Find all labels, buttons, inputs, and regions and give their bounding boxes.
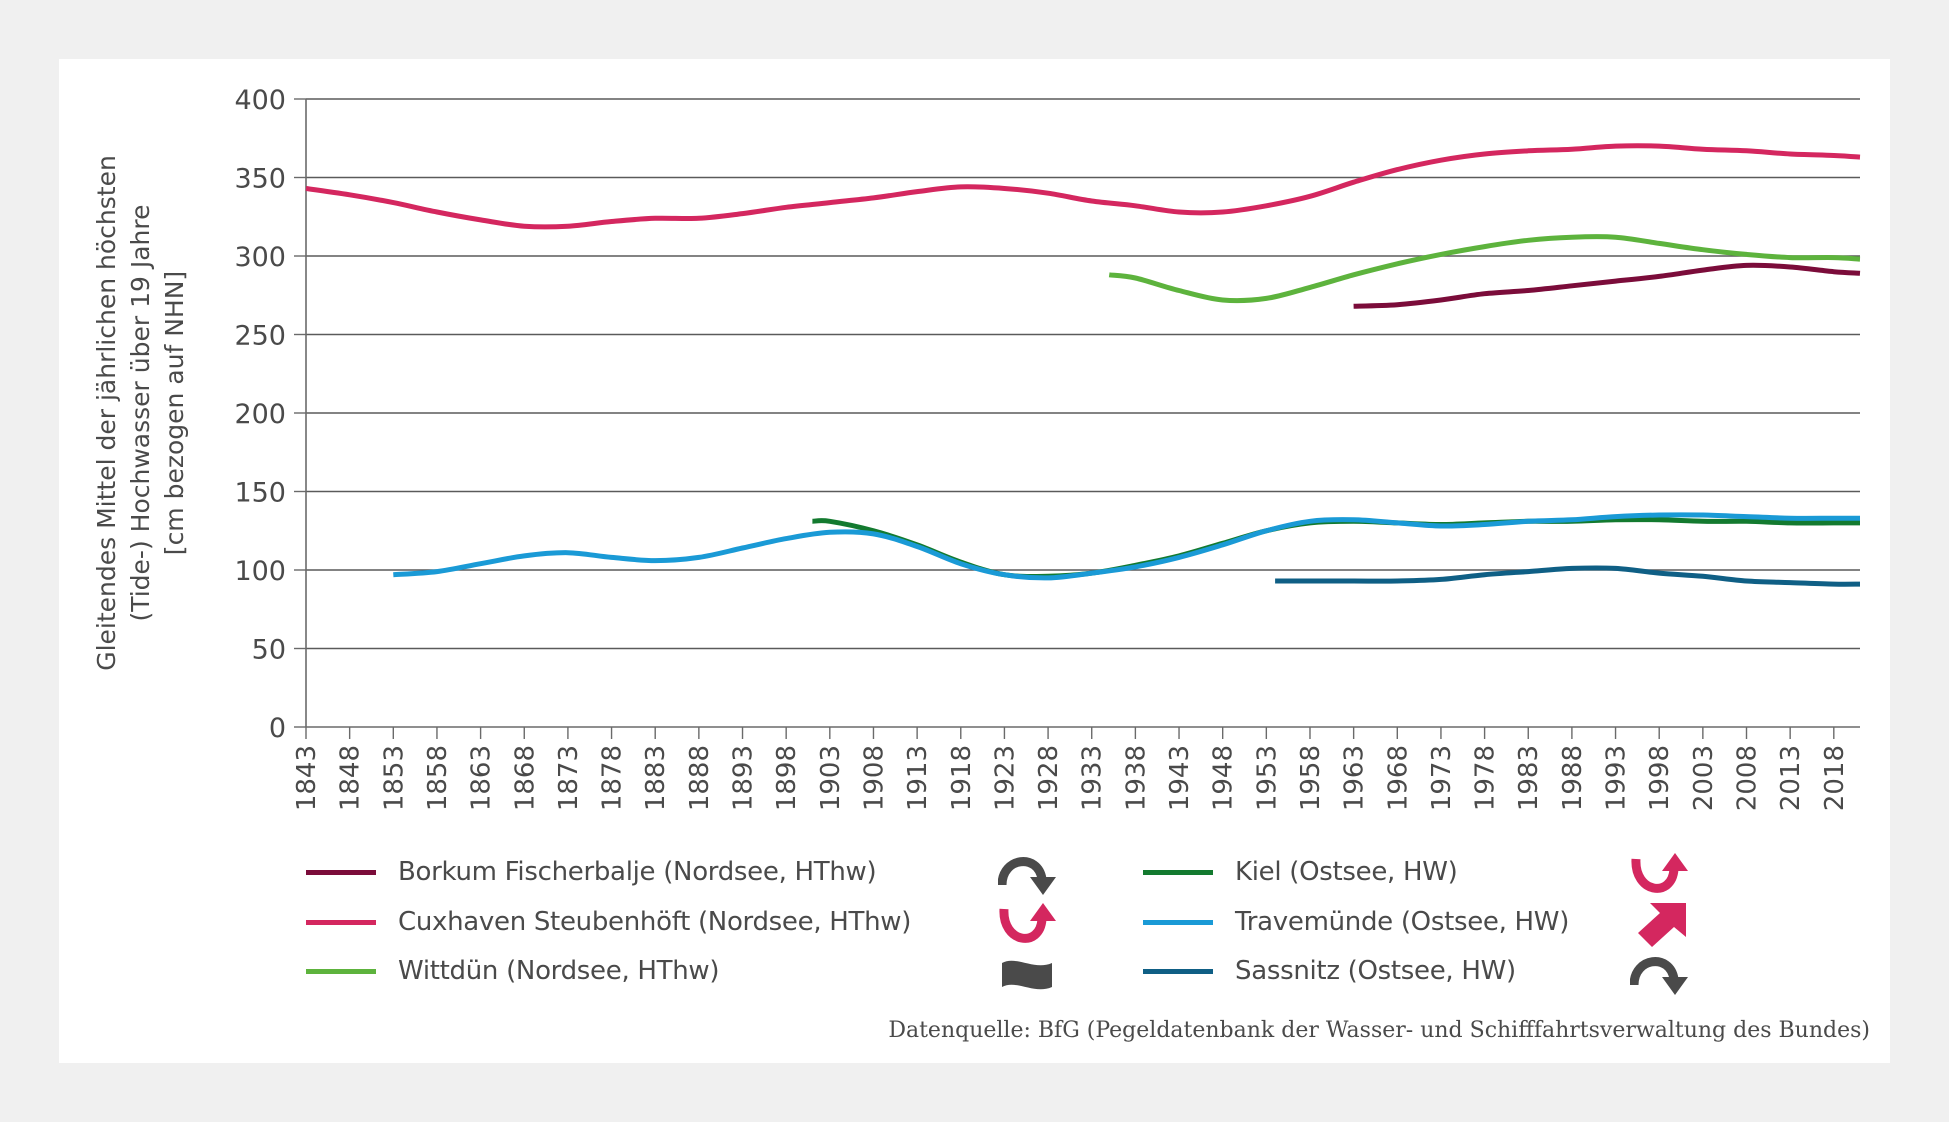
x-tick-label: 1843 (292, 745, 322, 811)
y-tick-label: 200 (234, 399, 286, 430)
legend-label: Wittdün (Nordsee, HThw) (398, 956, 720, 986)
x-tick-label: 1903 (816, 745, 846, 811)
legend-label: Cuxhaven Steubenhöft (Nordsee, HThw) (398, 907, 912, 937)
x-tick-label: 1933 (1078, 745, 1108, 811)
legend-item-wittduen[interactable]: Wittdün (Nordsee, HThw) (306, 951, 720, 991)
y-tick-label: 350 (234, 164, 286, 195)
x-tick-label: 1928 (1034, 745, 1064, 811)
x-tick-label: 1943 (1165, 745, 1195, 811)
x-tick-label: 1918 (947, 745, 977, 811)
x-tick-label: 1883 (641, 745, 671, 811)
y-tick-label: 100 (234, 556, 286, 587)
y-tick-label: 300 (234, 242, 286, 273)
curve-up-arrow-icon (1631, 853, 1688, 893)
x-tick-label: 1853 (379, 745, 409, 811)
legend-swatch (306, 919, 376, 925)
x-tick-label: 1978 (1471, 745, 1501, 811)
chart-card (59, 59, 1890, 1063)
y-tick-label: 50 (252, 635, 286, 666)
x-tick-label: 1963 (1340, 745, 1370, 811)
y-axis-title-line-2: (Tide-) Hochwasser über 19 Jahre (126, 204, 155, 622)
x-tick-label: 1863 (467, 745, 497, 811)
x-tick-label: 1878 (598, 745, 628, 811)
legend-item-cuxhaven[interactable]: Cuxhaven Steubenhöft (Nordsee, HThw) (306, 902, 911, 942)
y-axis-title-line-1: Gleitendes Mittel der jährlichen höchste… (92, 155, 121, 671)
series-line-sassnitz (1275, 565, 1861, 587)
x-tick-label: 1923 (990, 745, 1020, 811)
gridlines (306, 98, 1860, 650)
y-axis-title: Gleitendes Mittel der jährlichen höchste… (86, 99, 196, 727)
x-tick-label: 2018 (1820, 745, 1850, 811)
curve-down-arrow-icon (1630, 957, 1688, 995)
legend-label: Kiel (Ostsee, HW) (1235, 857, 1458, 887)
series-lines (305, 143, 1861, 587)
x-tick-label: 2003 (1689, 745, 1719, 811)
series-line-borkum (1353, 262, 1861, 309)
x-axis-ticks: 1843 1848 1853 1858 1863 1868 1873 1878 1883 1888… (292, 727, 1850, 811)
y-tick-label: 0 (269, 713, 286, 744)
legend-swatch (306, 968, 376, 974)
legend-label: Borkum Fischerbalje (Nordsee, HThw) (398, 857, 877, 887)
legend-label: Sassnitz (Ostsee, HW) (1235, 956, 1516, 986)
legend-item-kiel[interactable]: Kiel (Ostsee, HW) (1143, 852, 1458, 892)
legend-label: Travemünde (Ostsee, HW) (1235, 907, 1570, 937)
legend-item-travemuende[interactable]: Travemünde (Ostsee, HW) (1143, 902, 1569, 942)
y-tick-label: 400 (234, 85, 286, 116)
legend-swatch (306, 869, 376, 875)
curve-down-arrow-icon (998, 857, 1056, 895)
x-tick-label: 1873 (554, 745, 584, 811)
x-tick-label: 1848 (336, 745, 366, 811)
axes (305, 99, 1860, 728)
x-tick-label: 1948 (1209, 745, 1239, 811)
x-tick-label: 1968 (1383, 745, 1413, 811)
curve-up-arrow-icon (999, 903, 1056, 943)
x-tick-label: 1868 (510, 745, 540, 811)
x-tick-label: 1988 (1558, 745, 1588, 811)
x-tick-label: 2008 (1733, 745, 1763, 811)
legend-swatch (1143, 919, 1213, 925)
x-tick-label: 1908 (859, 745, 889, 811)
diagonal-up-arrow-icon (1638, 903, 1686, 947)
x-tick-label: 2013 (1776, 745, 1806, 811)
legend-swatch (1143, 869, 1213, 875)
x-tick-label: 1913 (903, 745, 933, 811)
legend-swatch (1143, 968, 1213, 974)
series-line-travemnde (393, 512, 1860, 581)
x-tick-label: 1958 (1296, 745, 1326, 811)
series-line-wittdn (1108, 234, 1861, 304)
y-axis-title-line-3: [cm bezogen auf NHN] (160, 270, 189, 556)
x-tick-label: 1898 (772, 745, 802, 811)
wave-no-trend-icon (1002, 960, 1052, 990)
x-tick-label: 1858 (423, 745, 453, 811)
y-tick-label: 250 (234, 321, 286, 352)
series-line-cuxhaven (305, 143, 1861, 230)
x-tick-label: 1888 (685, 745, 715, 811)
x-tick-label: 1938 (1121, 745, 1151, 811)
x-tick-label: 1993 (1602, 745, 1632, 811)
x-tick-label: 1953 (1252, 745, 1282, 811)
x-tick-label: 1998 (1645, 745, 1675, 811)
x-tick-label: 1983 (1514, 745, 1544, 811)
legend-item-sassnitz[interactable]: Sassnitz (Ostsee, HW) (1143, 951, 1516, 991)
data-source-note: Datenquelle: BfG (Pegeldatenbank der Was… (888, 1018, 1870, 1043)
y-tick-label: 150 (234, 478, 286, 509)
legend-item-borkum[interactable]: Borkum Fischerbalje (Nordsee, HThw) (306, 852, 877, 892)
y-axis-ticks: 0 50 100 150 200 250 300 350 400 (234, 85, 306, 744)
x-tick-label: 1973 (1427, 745, 1457, 811)
x-tick-label: 1893 (729, 745, 759, 811)
